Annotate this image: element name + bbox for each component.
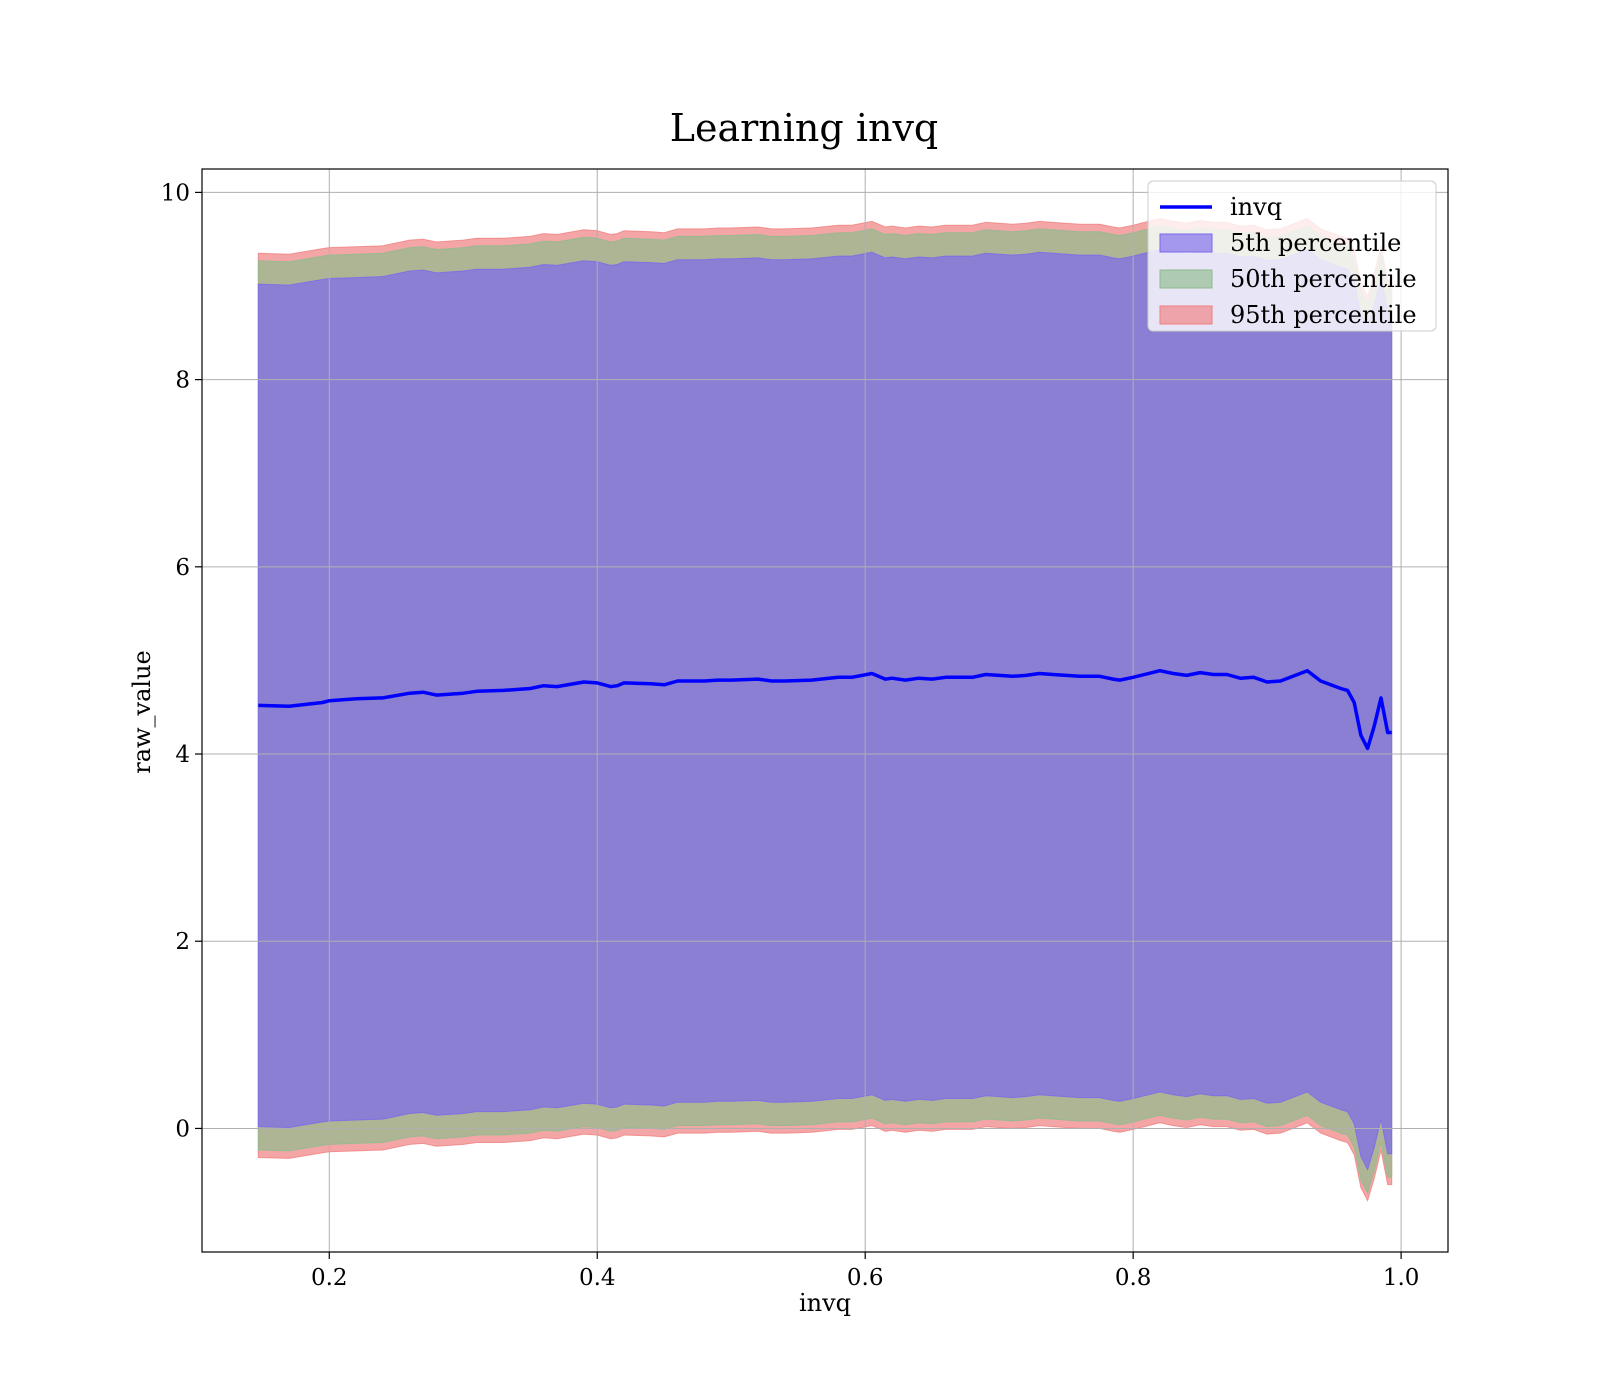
legend-swatch-5th-percentile [1159,233,1213,253]
legend-label-5th-percentile: 5th percentile [1230,229,1401,257]
y-tick-label: 8 [175,368,190,394]
x-tick-label: 0.4 [579,1265,616,1291]
series-lines [258,668,1392,751]
legend-box [1147,180,1437,332]
legend-label-invq: invq [1230,193,1282,221]
y-tick-label: 6 [175,555,190,581]
band-5th-percentile [257,248,1393,1171]
legend-swatch-95th-percentile [1159,305,1213,325]
legend-swatch-50th-percentile [1159,269,1213,289]
legend-label-95th-percentile: 95th percentile [1230,301,1417,329]
percentile-bands [257,218,1393,1202]
series-line-invq [258,668,1392,751]
x-axis-label: invq [799,1289,851,1317]
y-axis-ticks: 0 2 4 6 8 10 [161,180,202,1142]
y-tick-label: 2 [175,929,190,955]
plot-area: 0.2 0.4 0.6 0.8 1.0 0 2 4 6 8 10 [161,168,1449,1291]
x-tick-label: 0.2 [311,1265,348,1291]
x-tick-label: 0.6 [847,1265,884,1291]
legend-label-50th-percentile: 50th percentile [1230,265,1417,293]
legend: invq 5th percentile 50th percentile 95th pe… [1147,180,1437,332]
axes-frame [201,168,1449,1253]
y-axis-label: raw_value [128,650,156,774]
x-tick-label: 1.0 [1383,1265,1420,1291]
grid [202,169,1448,1252]
x-axis-ticks: 0.2 0.4 0.6 0.8 1.0 [311,1252,1419,1291]
y-tick-label: 0 [175,1116,190,1142]
chart-title: Learning invq [670,106,938,150]
y-tick-label: 4 [175,742,190,768]
y-tick-label: 10 [161,180,190,206]
x-tick-label: 0.8 [1115,1265,1152,1291]
